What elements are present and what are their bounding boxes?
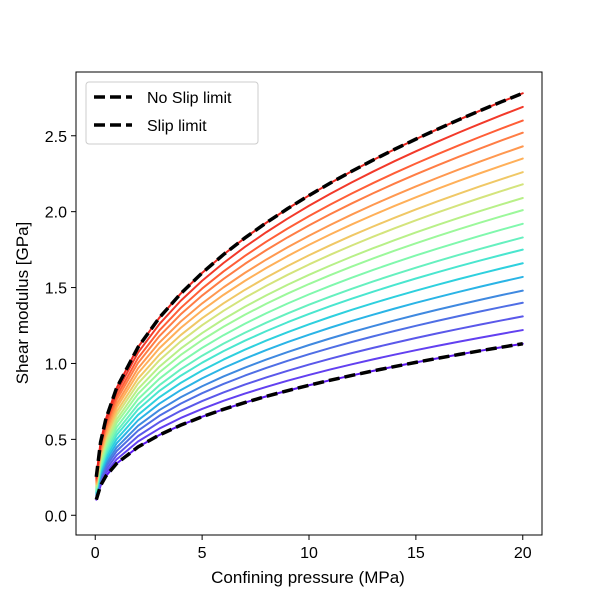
limit-curves	[94, 91, 524, 501]
series-line-13	[95, 183, 524, 487]
y-tick-label: 2.5	[45, 129, 67, 146]
slip-limit-line	[94, 342, 524, 501]
no-slip-limit-line	[94, 91, 524, 478]
series-line-6	[95, 275, 524, 495]
series-line-7	[95, 262, 524, 494]
legend: No Slip limit Slip limit	[85, 81, 259, 145]
series-line-14	[95, 171, 524, 486]
series-line-16	[95, 145, 524, 483]
x-axis-label: Confining pressure (MPa)	[211, 568, 405, 587]
x-axis-ticks: 0 5 10 15 20	[91, 535, 532, 562]
y-axis-label: Shear modulus [GPa]	[13, 222, 32, 385]
x-tick-label: 10	[300, 545, 318, 562]
y-tick-label: 1.0	[45, 356, 67, 373]
series-line-12	[95, 197, 524, 488]
legend-label-no-slip: No Slip limit	[147, 90, 232, 107]
series-line-5	[95, 289, 524, 496]
x-tick-label: 15	[407, 545, 425, 562]
y-tick-label: 0.0	[45, 508, 67, 525]
y-axis-ticks: 0.0 0.5 1.0 1.5 2.0 2.5	[45, 129, 76, 525]
series-line-9	[95, 236, 524, 491]
y-tick-label: 1.5	[45, 281, 67, 298]
series-line-11	[95, 209, 524, 489]
x-tick-label: 0	[91, 545, 100, 562]
series-line-15	[95, 157, 524, 484]
y-tick-label: 0.5	[45, 432, 67, 449]
x-tick-label: 20	[514, 545, 532, 562]
y-tick-label: 2.0	[45, 205, 67, 222]
data-curves	[95, 92, 524, 501]
series-line-18	[95, 119, 524, 481]
x-tick-label: 5	[198, 545, 207, 562]
series-line-17	[95, 131, 524, 482]
series-line-8	[95, 248, 524, 493]
series-line-2	[95, 329, 524, 500]
series-line-10	[95, 222, 524, 490]
series-line-19	[95, 105, 524, 480]
series-line-3	[95, 315, 524, 499]
series-line-4	[95, 301, 524, 497]
legend-label-slip: Slip limit	[147, 118, 207, 135]
